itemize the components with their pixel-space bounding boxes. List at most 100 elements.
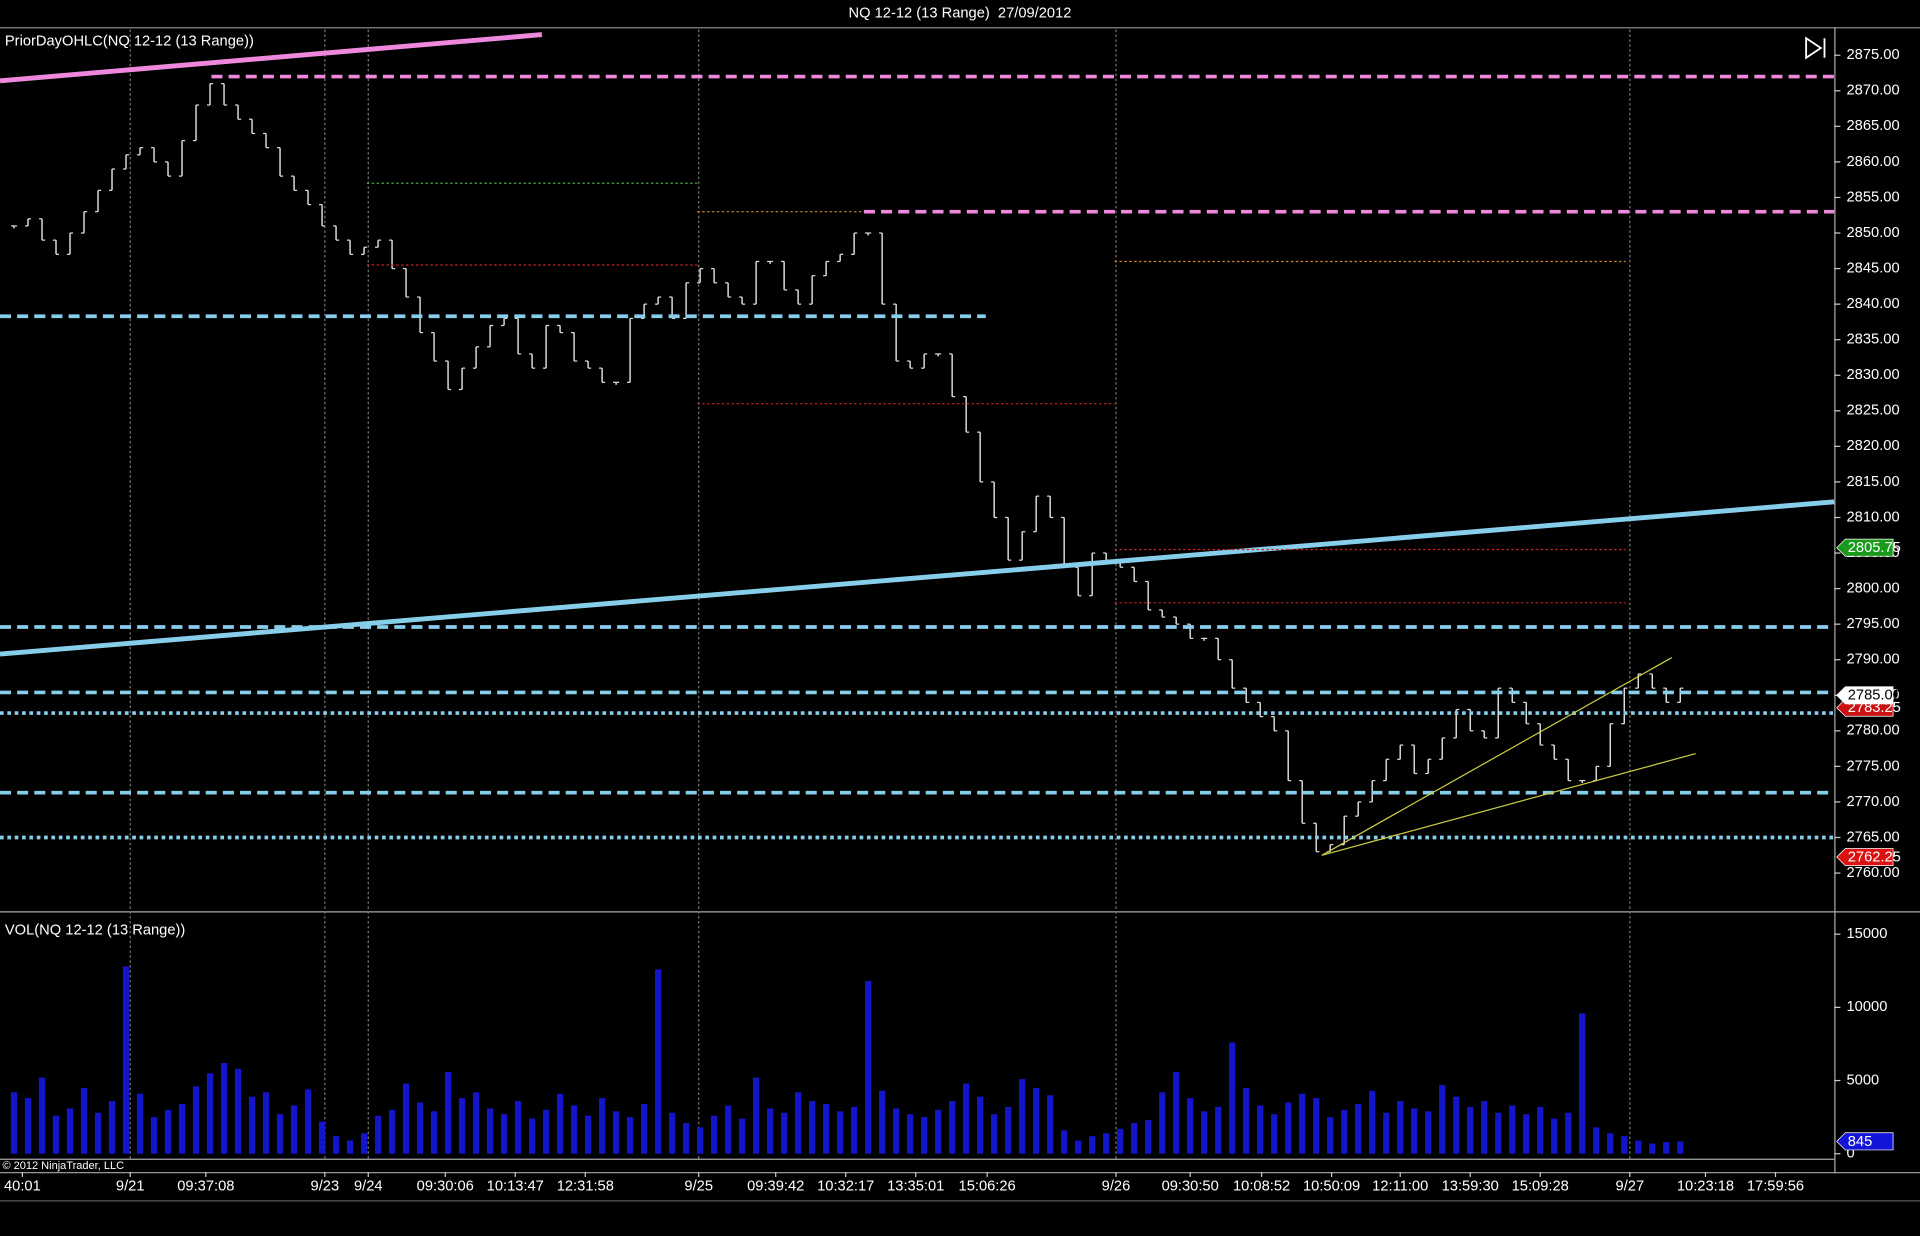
volume-bar [500, 1114, 508, 1154]
volume-bar [1537, 1106, 1544, 1154]
volume-bar [1663, 1142, 1670, 1154]
volume-bar [1313, 1098, 1320, 1154]
volume-bar [1285, 1102, 1292, 1154]
range-bar [1215, 637, 1222, 661]
volume-bar [892, 1108, 900, 1154]
volume-bar [1453, 1096, 1460, 1154]
range-bar [627, 317, 634, 383]
x-tick-label: 13:59:30 [1442, 1179, 1499, 1195]
range-bar [206, 83, 214, 106]
range-bar [599, 367, 606, 383]
range-bar [1579, 779, 1586, 784]
range-bar [977, 431, 984, 483]
y-tick-label: 2850.00 [1847, 225, 1900, 241]
range-bar [1229, 659, 1236, 689]
price-marker [1836, 1132, 1894, 1151]
price-marker [1836, 686, 1894, 705]
volume-bar [920, 1117, 928, 1154]
y-tick-label: 15000 [1847, 926, 1888, 942]
volume-bar [948, 1101, 956, 1154]
range-bar [879, 232, 886, 305]
x-tick-label: 17:59:56 [1747, 1179, 1804, 1195]
range-bar [725, 282, 732, 298]
x-tick-label: 9/21 [116, 1179, 145, 1195]
y-tick-label: 2875.00 [1847, 47, 1900, 63]
x-tick-label: 10:23:18 [1677, 1179, 1734, 1195]
volume-bar [598, 1098, 606, 1154]
range-bar [781, 260, 788, 291]
range-bar [1285, 730, 1292, 782]
y-tick-label: 2775.00 [1847, 758, 1900, 774]
volume-bar [136, 1093, 144, 1154]
range-bar [1159, 609, 1166, 618]
volume-bar [991, 1114, 998, 1154]
volume-bar [710, 1115, 718, 1154]
range-bar [1523, 701, 1530, 725]
panel-label: VOL(NQ 12-12 (13 Range)) [5, 923, 185, 939]
y-tick-label: 2760.00 [1847, 865, 1900, 881]
volume-bar [1103, 1133, 1110, 1154]
range-bar [1495, 687, 1502, 739]
range-bar [1271, 715, 1278, 732]
volume-bar [1229, 1042, 1236, 1154]
volume-bar [626, 1117, 634, 1154]
x-tick-label: 9/27 [1616, 1179, 1645, 1195]
range-bar [655, 296, 662, 305]
volume-bar [1173, 1071, 1180, 1154]
range-bar [318, 203, 326, 227]
volume-bar [178, 1103, 186, 1154]
y-tick-label: 2770.00 [1847, 794, 1900, 810]
range-bar [220, 83, 228, 106]
x-tick-label: 9/25 [684, 1179, 713, 1195]
volume-bar [360, 1133, 368, 1154]
range-bar [1621, 687, 1628, 725]
range-bar [837, 253, 844, 263]
range-bar [388, 239, 396, 270]
range-bar [613, 381, 620, 385]
range-bar [809, 275, 816, 305]
volume-bar [94, 1112, 102, 1154]
y-tick-label: 10000 [1847, 999, 1888, 1015]
toggle-icon[interactable] [1805, 36, 1826, 60]
x-tick-label: 10:50:09 [1303, 1179, 1360, 1195]
range-bar [346, 239, 354, 255]
range-bar [150, 147, 158, 163]
volume-bar [290, 1105, 298, 1154]
volume-bar [108, 1101, 116, 1154]
x-tick-label: 9/23 [311, 1179, 340, 1195]
range-bar [290, 175, 298, 191]
y-tick-label: 2810.00 [1847, 509, 1900, 525]
volume-bar [738, 1118, 746, 1154]
volume-bar [444, 1071, 452, 1154]
volume-bar [934, 1109, 942, 1154]
y-tick-label: 2790.00 [1847, 652, 1900, 668]
range-bar [38, 218, 46, 241]
toggle-button[interactable] [1805, 36, 1826, 60]
range-bar [949, 353, 956, 398]
range-bar [52, 239, 60, 255]
volume-bar [1257, 1105, 1264, 1154]
volume-bar [1299, 1093, 1306, 1154]
volume-bar [612, 1111, 620, 1154]
y-tick-label: 2845.00 [1847, 260, 1900, 276]
volume-bar [234, 1068, 242, 1154]
range-bar [991, 481, 998, 519]
range-bar [515, 317, 522, 355]
range-bar [739, 296, 746, 305]
grid [129, 29, 1631, 1159]
volume-bar [1047, 1095, 1054, 1154]
price-marker [1836, 848, 1894, 866]
x-tick-label: 13:35:01 [887, 1179, 944, 1195]
range-bar [248, 118, 256, 135]
volume-bar [1201, 1111, 1208, 1154]
volume-bar [1187, 1098, 1194, 1154]
x-tick-label: 12:11:00 [1372, 1179, 1428, 1195]
volume-bar [1271, 1114, 1278, 1154]
volume-bar [276, 1114, 284, 1154]
range-bar [431, 331, 438, 362]
range-bar [1033, 495, 1040, 533]
volume-bar [682, 1122, 690, 1154]
volume-bar [10, 1092, 18, 1154]
